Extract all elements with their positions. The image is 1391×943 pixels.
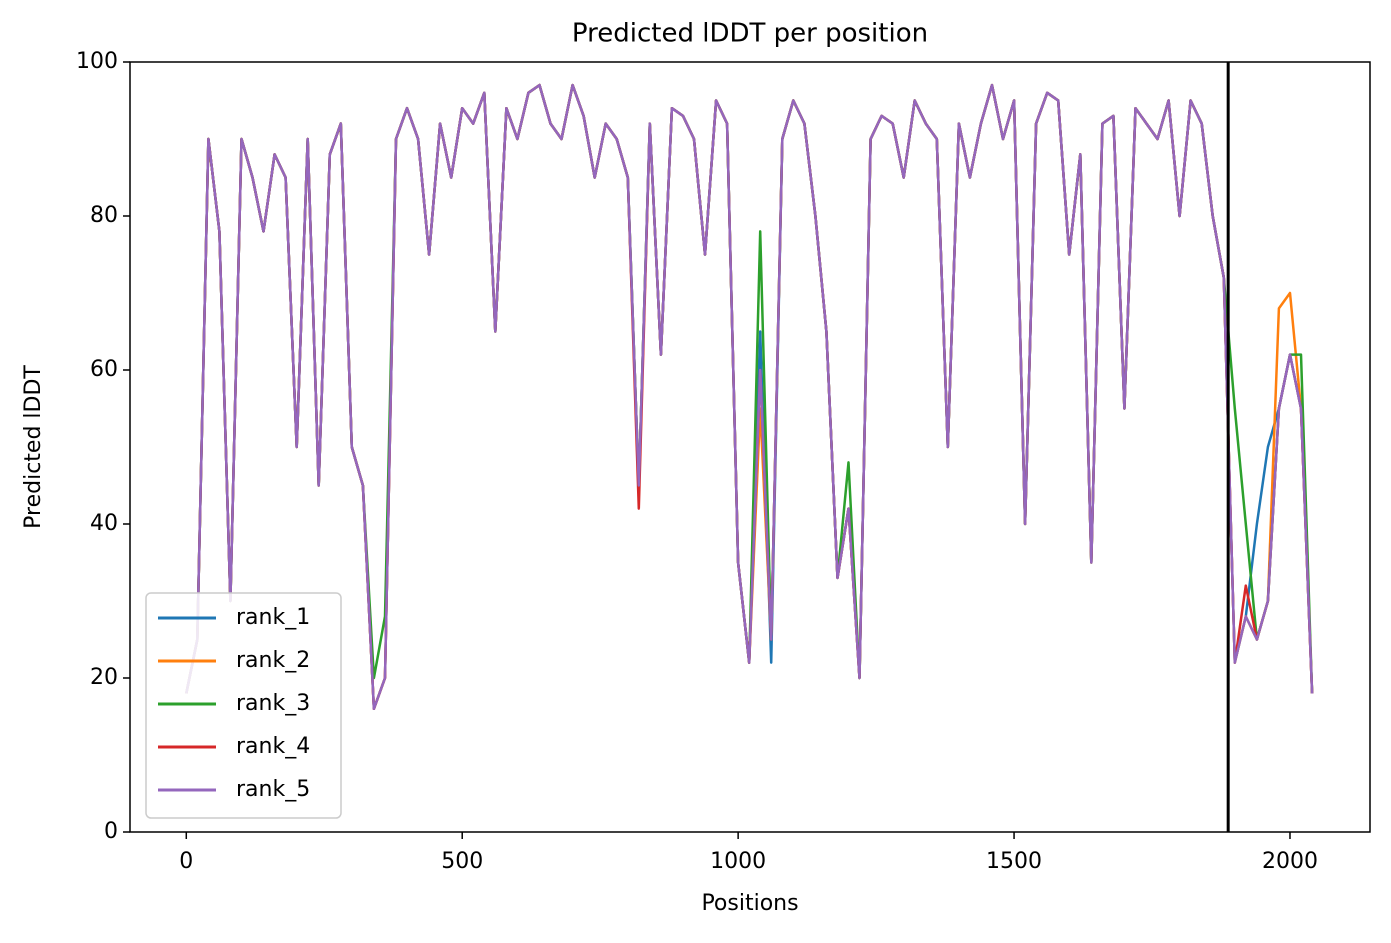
legend-label: rank_2 (236, 648, 310, 673)
x-tick-label: 2000 (1262, 849, 1318, 874)
y-tick-label: 40 (90, 511, 118, 536)
x-tick-label: 1500 (986, 849, 1042, 874)
legend-label: rank_3 (236, 691, 310, 716)
legend-box (145, 592, 342, 819)
y-axis-label: Predicted lDDT (21, 365, 46, 529)
line-series (185, 83, 1314, 711)
x-axis-label: Positions (701, 891, 798, 916)
x-tick-label: 500 (441, 849, 483, 874)
y-tick-label: 80 (90, 203, 118, 228)
line-series (185, 83, 1314, 694)
y-tick-label: 20 (90, 665, 118, 690)
y-tick-label: 100 (76, 49, 118, 74)
y-tick-label: 0 (104, 819, 118, 844)
y-tick-label: 60 (90, 357, 118, 382)
legend-label: rank_4 (236, 734, 310, 759)
legend-label: rank_5 (236, 777, 310, 802)
legend-label: rank_1 (236, 605, 310, 630)
plot-frame (129, 61, 1371, 833)
x-tick-label: 1000 (710, 849, 766, 874)
chart-title: Predicted lDDT per position (572, 19, 928, 49)
x-tick-label: 0 (179, 849, 193, 874)
